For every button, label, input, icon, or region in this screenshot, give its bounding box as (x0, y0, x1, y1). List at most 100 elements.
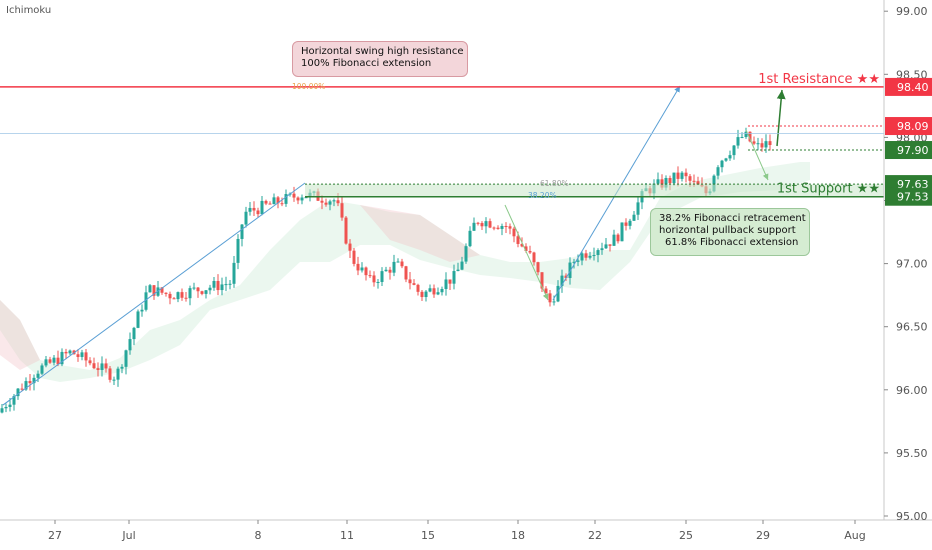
candle-body (460, 261, 464, 270)
candle-body (608, 244, 612, 246)
candle-body (716, 167, 720, 176)
candle-body (448, 279, 452, 284)
candle-body (8, 404, 12, 407)
candle-body (672, 172, 676, 184)
candle-body (244, 211, 248, 225)
candle-body (764, 141, 768, 148)
candle-body (0, 408, 4, 413)
indicator-label[interactable]: Ichimoku (6, 5, 52, 16)
resistance-arrow (776, 89, 786, 147)
candle-body (628, 220, 632, 226)
candle-body (440, 288, 444, 293)
candle-body (64, 351, 68, 354)
candle-body (420, 291, 424, 298)
candle-body (688, 176, 692, 181)
resistance-annotation-line: 100% Fibonacci extension (301, 58, 432, 69)
candle-body (48, 359, 52, 363)
support-level-name: 1st Support ★★ (777, 182, 880, 197)
candle-body (196, 287, 200, 292)
resistance-annotation: Horizontal swing high resistance 100% Fi… (292, 41, 468, 77)
candle-body (296, 197, 300, 201)
candle-body (432, 288, 436, 295)
candle-body (40, 365, 44, 374)
x-tick-label: 8 (255, 529, 262, 542)
candle-body (728, 155, 732, 159)
candle-body (16, 388, 20, 397)
candle-body (720, 160, 724, 168)
candle-body (376, 281, 380, 283)
candle-body (180, 292, 184, 298)
candle-body (52, 357, 56, 363)
candle-body (760, 143, 764, 148)
cloud-area (0, 300, 40, 370)
candle-body (516, 236, 520, 244)
candle-body (112, 379, 116, 381)
candle-body (680, 172, 684, 179)
candle-body (404, 266, 408, 280)
candle-body (60, 351, 64, 365)
candle-body (336, 200, 340, 204)
candle-body (484, 221, 488, 227)
candle-body (324, 202, 328, 205)
x-tick-label: 29 (756, 529, 770, 542)
candle-body (100, 363, 104, 370)
candle-body (592, 255, 596, 257)
candle-body (668, 178, 672, 184)
resistance-annotation-line: Horizontal swing high resistance (301, 46, 464, 57)
candle-body (696, 181, 700, 185)
candle-body (588, 255, 592, 258)
support-annotation: 38.2% Fibonacci retracement horizontal p… (650, 208, 810, 256)
candle-body (124, 350, 128, 367)
fib-label: 100.00% (292, 82, 325, 91)
candle-body (360, 267, 364, 271)
candle-body (512, 228, 516, 237)
candle-body (76, 354, 80, 357)
candle-body (488, 221, 492, 228)
candle-body (752, 141, 756, 144)
candle-body (500, 226, 504, 229)
candle-body (556, 285, 560, 302)
price-label: 98.09 (897, 120, 929, 133)
candle-body (144, 292, 148, 310)
candle-body (92, 363, 96, 369)
candle-body (280, 203, 284, 205)
candle-body (44, 359, 48, 366)
candle-body (508, 226, 512, 229)
price-label-box (885, 141, 932, 160)
candle-body (168, 293, 172, 299)
x-tick-label: 11 (340, 529, 354, 542)
candle-body (408, 279, 412, 284)
candle-body (332, 200, 336, 202)
candle-body (192, 287, 196, 289)
candle-body (724, 158, 728, 161)
candle-body (528, 251, 532, 253)
candle-body (220, 284, 224, 291)
candle-body (104, 363, 108, 369)
candle-body (172, 298, 176, 300)
y-tick-label: 97.00 (896, 258, 928, 271)
candle-body (576, 260, 580, 262)
candle-body (524, 246, 528, 252)
y-tick-label: 95.00 (896, 510, 928, 523)
x-tick-label: 27 (48, 529, 62, 542)
candle-body (152, 285, 156, 296)
trend-line (2, 182, 306, 406)
candle-body (208, 287, 212, 291)
candle-body (224, 284, 228, 286)
candle-body (188, 288, 192, 299)
candle-body (56, 357, 60, 365)
candle-body (732, 145, 736, 156)
candle-body (560, 275, 564, 286)
candle-body (428, 288, 432, 292)
support-annotation-line: horizontal pullback support (659, 225, 796, 236)
candle-body (240, 224, 244, 239)
candle-body (444, 279, 448, 289)
support-annotation-line: 61.8% Fibonacci extension (665, 237, 799, 248)
candle-body (260, 200, 264, 215)
candle-body (636, 202, 640, 215)
candle-body (604, 244, 608, 249)
candle-body (372, 275, 376, 283)
candle-body (552, 301, 556, 303)
